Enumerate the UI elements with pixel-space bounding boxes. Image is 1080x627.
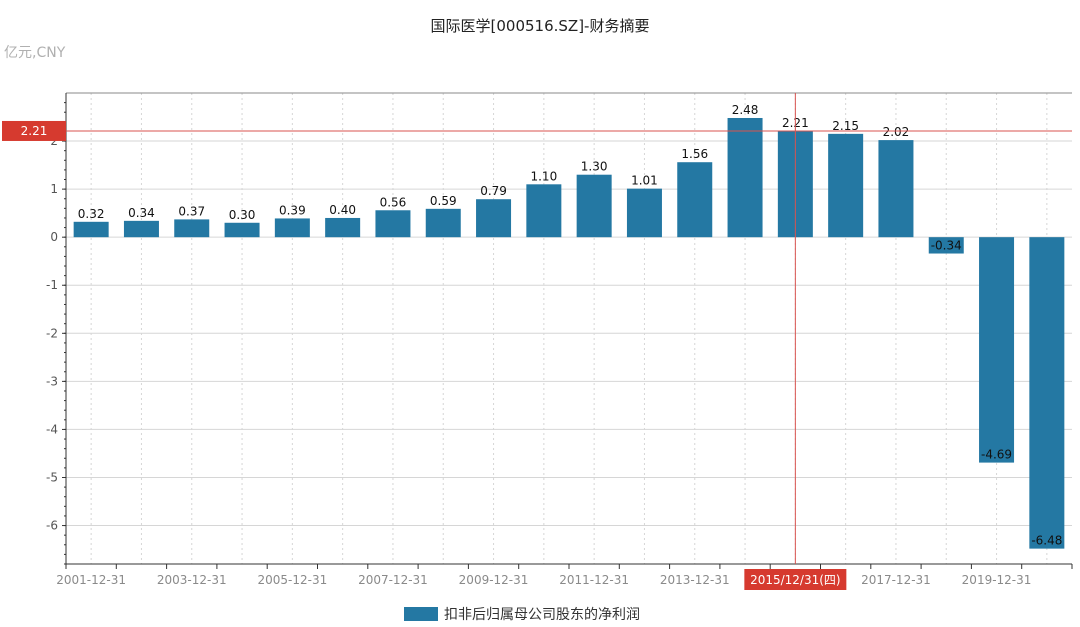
data-label: 1.01 xyxy=(631,174,658,188)
x-tick-label: 2003-12-31 xyxy=(157,573,227,587)
data-label: 0.37 xyxy=(178,204,205,218)
bar[interactable] xyxy=(979,237,1015,463)
bar[interactable] xyxy=(425,208,461,238)
bar[interactable] xyxy=(274,218,310,238)
y-tick-labels: 2 1 0 -1 -2 -3 -4 -5 -6 xyxy=(46,102,66,565)
bar[interactable] xyxy=(677,162,713,238)
y-tick-label: -2 xyxy=(46,326,58,340)
bar[interactable] xyxy=(1029,237,1065,549)
x-tick-label: 2019-12-31 xyxy=(962,573,1032,587)
legend[interactable]: 扣非后归属母公司股东的净利润 xyxy=(404,606,640,623)
bar[interactable] xyxy=(626,188,662,238)
data-label: 2.02 xyxy=(883,125,910,139)
data-label: 2.15 xyxy=(832,119,859,133)
legend-label: 扣非后归属母公司股东的净利润 xyxy=(444,606,640,623)
chart-title: 国际医学[000516.SZ]-财务摘要 xyxy=(431,17,650,35)
grid-lines xyxy=(66,92,1072,564)
bar[interactable] xyxy=(828,133,864,238)
crosshair-y-label-box xyxy=(2,120,66,141)
bar[interactable] xyxy=(727,117,763,238)
data-label: 0.30 xyxy=(229,208,256,222)
y-tick-label: -6 xyxy=(46,519,58,533)
x-tick-label: 2001-12-31 xyxy=(56,573,126,587)
x-tick-label: 2017-12-31 xyxy=(861,573,931,587)
data-label: 1.56 xyxy=(681,147,708,161)
data-label: 0.59 xyxy=(430,194,457,208)
bar[interactable] xyxy=(174,219,210,238)
x-tick-label: 2011-12-31 xyxy=(559,573,629,587)
x-tick-label: 2007-12-31 xyxy=(358,573,428,587)
y-tick-label: 0 xyxy=(50,230,58,244)
data-label: -6.48 xyxy=(1031,534,1062,548)
data-label: 0.39 xyxy=(279,203,306,217)
bar[interactable] xyxy=(123,220,159,238)
unit-label: 亿元,CNY xyxy=(4,45,66,61)
x-tick-label: 2009-12-31 xyxy=(459,573,529,587)
data-label: -0.34 xyxy=(931,239,962,253)
data-label: 2.48 xyxy=(732,103,759,117)
y-tick-label: -1 xyxy=(46,278,58,292)
x-tick-label: 2013-12-31 xyxy=(660,573,730,587)
data-label: 0.56 xyxy=(380,195,407,209)
y-tick-label: 1 xyxy=(50,182,58,196)
data-label: 1.10 xyxy=(530,169,557,183)
data-label: -4.69 xyxy=(981,448,1012,462)
legend-swatch xyxy=(404,607,438,621)
y-tick-label: 2 xyxy=(50,134,58,148)
bar[interactable] xyxy=(476,199,512,238)
bar[interactable] xyxy=(375,210,411,238)
crosshair-x-label-box xyxy=(744,569,847,590)
bar[interactable] xyxy=(526,184,562,238)
crosshair-y-label: 2.21 xyxy=(21,124,48,138)
bars[interactable] xyxy=(73,117,1065,549)
y-tick-label: -5 xyxy=(46,470,58,484)
bar[interactable] xyxy=(576,174,612,238)
data-label: 0.32 xyxy=(78,207,105,221)
crosshair: 2.21 2015/12/31(四) xyxy=(2,93,1072,590)
data-labels: 0.32 0.34 0.37 0.30 0.39 0.40 0.56 0.59 0.79 1.10… xyxy=(78,103,1063,548)
bar[interactable] xyxy=(928,237,964,254)
x-tick-labels: 2001-12-31 2003-12-31 2005-12-31 2007-12-31… xyxy=(56,564,1073,587)
y-tick-label: -3 xyxy=(46,374,58,388)
bar[interactable] xyxy=(73,221,109,238)
data-label: 0.34 xyxy=(128,206,155,220)
bar[interactable] xyxy=(325,217,361,238)
axes xyxy=(65,93,1072,565)
data-label: 0.79 xyxy=(480,184,507,198)
bar[interactable] xyxy=(224,222,260,238)
crosshair-x-label: 2015/12/31(四) xyxy=(750,573,841,587)
bar[interactable] xyxy=(878,140,914,238)
data-label: 1.30 xyxy=(581,160,608,174)
x-tick-label: 2005-12-31 xyxy=(257,573,327,587)
y-tick-label: -4 xyxy=(46,422,58,436)
data-label: 0.40 xyxy=(329,203,356,217)
